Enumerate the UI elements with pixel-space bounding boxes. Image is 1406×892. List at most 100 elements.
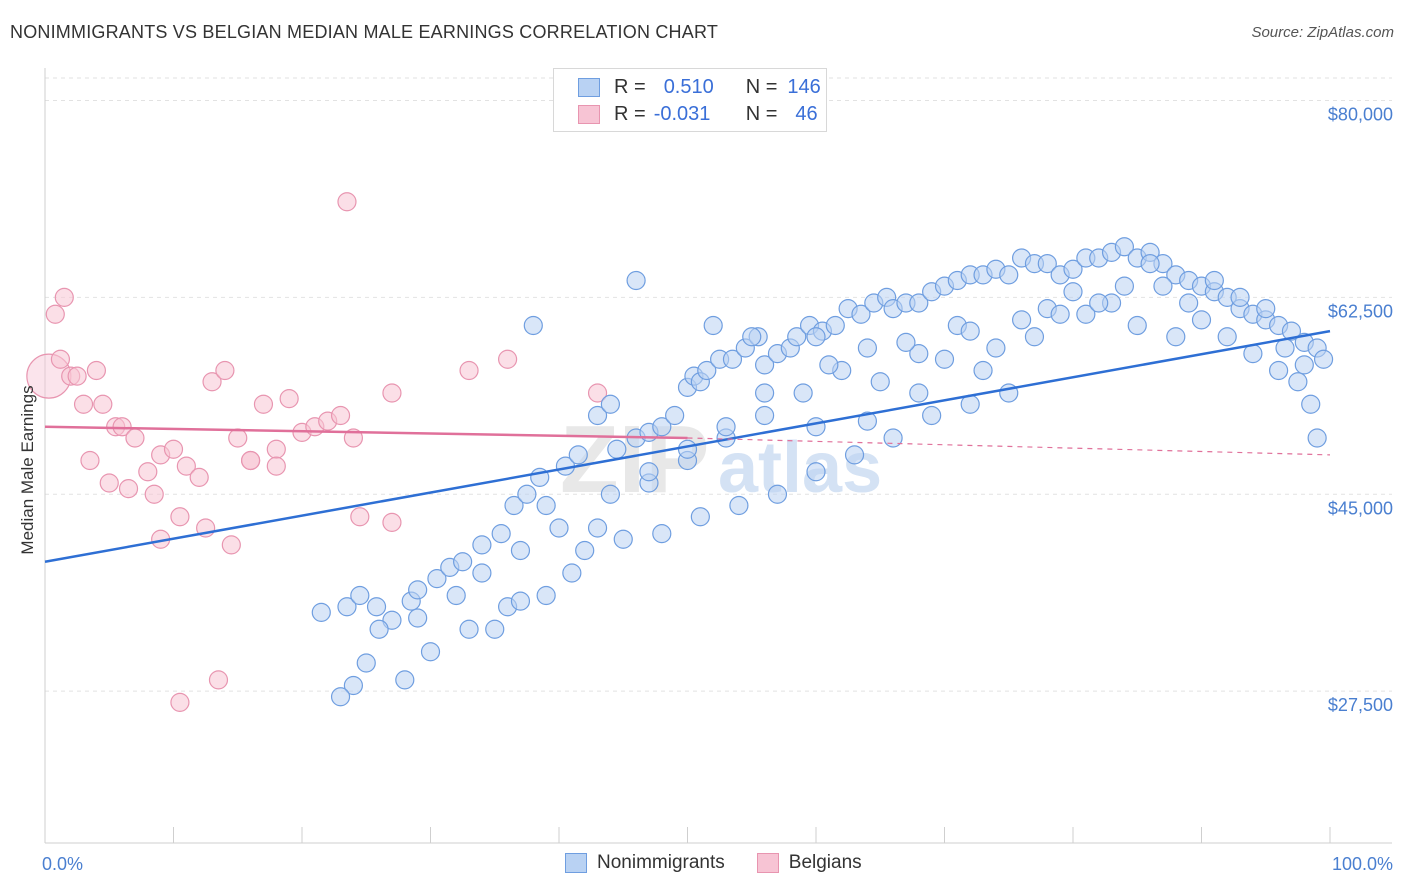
nonimmigrants-point: [1127, 315, 1147, 336]
nonimmigrants-point: [485, 619, 505, 639]
nonimmigrants-point: [613, 529, 633, 549]
nonimmigrants-point: [1268, 360, 1289, 381]
nonimmigrants-point: [652, 524, 672, 544]
belgians-point: [189, 467, 209, 487]
nonimmigrants-point: [453, 552, 473, 572]
belgians-point: [241, 450, 261, 471]
nonimmigrants-point: [883, 428, 903, 448]
legend-row-belgians: R = -0.031 N = 46: [578, 102, 818, 126]
nonimmigrants-point: [870, 372, 890, 392]
nonimmigrants-point: [1230, 287, 1250, 307]
source-label: Source: ZipAtlas.com: [1251, 24, 1394, 41]
y-tick-label: $27,500: [1328, 695, 1393, 715]
nonimmigrants-point: [510, 591, 531, 611]
belgians-point: [337, 192, 357, 212]
nonimmigrants-point: [350, 585, 370, 606]
legend-swatch-pink: [578, 104, 600, 124]
belgians-point: [163, 439, 184, 459]
nonimmigrants-point: [517, 484, 537, 504]
belgians-point: [80, 450, 100, 471]
nonimmigrants-point: [754, 355, 775, 375]
nonimmigrants-point: [311, 602, 331, 622]
nonimmigrants-point: [909, 383, 929, 403]
nonimmigrants-point: [446, 585, 466, 606]
legend-swatch-blue: [578, 77, 600, 97]
nonimmigrants-point: [607, 439, 627, 459]
nonimmigrants-point: [510, 540, 531, 561]
belgians-point: [93, 394, 113, 414]
nonimmigrants-point: [330, 687, 351, 707]
nonimmigrants-point: [1307, 428, 1327, 448]
tick-labels: $80,000 $62,500 $45,000 $27,500 0.0% 100.0%: [42, 105, 1393, 875]
nonimmigrants-point: [1037, 254, 1057, 274]
belgians-point: [144, 484, 164, 504]
nonimmigrants-point: [1301, 394, 1321, 414]
nonimmigrants-point: [626, 270, 646, 291]
nonimmigrants-point: [472, 563, 492, 583]
belgians-point: [279, 389, 299, 409]
belgians-point: [99, 473, 119, 493]
nonimmigrants-point: [703, 315, 723, 336]
belgians-points: [26, 192, 608, 712]
belgians-point: [118, 479, 139, 499]
belgians-point: [215, 360, 235, 381]
legend-swatch-pink: [756, 853, 779, 873]
nonimmigrants-point: [729, 495, 749, 516]
nonimmigrants-point: [408, 608, 428, 628]
nonimmigrants-point: [1140, 254, 1160, 274]
nonimmigrants-point: [1063, 259, 1083, 279]
nonimmigrants-point: [754, 383, 775, 403]
legend-n-value: 146: [787, 75, 821, 98]
nonimmigrants-point: [652, 417, 672, 437]
nonimmigrants-point: [1204, 270, 1224, 291]
belgians-point: [330, 405, 351, 426]
belgians-point: [170, 507, 190, 527]
legend-n-label: N =: [745, 102, 778, 125]
nonimmigrants-point: [472, 535, 492, 555]
legend-item-nonimmigrants: Nonimmigrants: [565, 852, 725, 874]
watermark-atlas: atlas: [718, 428, 882, 508]
belgians-point: [228, 428, 248, 448]
belgians-point: [176, 456, 196, 476]
belgians-point: [221, 535, 241, 555]
legend-label: Belgians: [788, 852, 862, 873]
y-tick-label: $45,000: [1328, 498, 1393, 518]
legend-r-label: R =: [614, 102, 646, 125]
nonimmigrants-point: [922, 405, 942, 426]
legend-r-label: R =: [614, 75, 646, 98]
belgians-point: [138, 462, 158, 482]
nonimmigrants-point: [408, 580, 428, 600]
nonimmigrants-point: [536, 495, 556, 516]
legend-r-value: 0.510: [663, 75, 714, 98]
belgians-point: [382, 512, 402, 532]
y-tick-label: $62,500: [1328, 301, 1393, 321]
nonimmigrants-point: [806, 327, 826, 347]
nonimmigrants-point: [697, 360, 717, 381]
nonimmigrants-point: [1179, 293, 1199, 313]
belgians-point: [343, 428, 363, 448]
nonimmigrants-point: [1256, 299, 1276, 319]
nonimmigrants-point: [1294, 355, 1314, 375]
nonimmigrants-point: [896, 332, 916, 352]
legend-n-label: N =: [745, 75, 778, 98]
nonimmigrants-point: [716, 417, 736, 437]
nonimmigrants-point: [369, 619, 389, 639]
nonimmigrants-point: [742, 327, 762, 347]
belgians-point: [170, 692, 190, 712]
nonimmigrants-point: [909, 344, 929, 364]
legend-row-nonimmigrants: R = 0.510 N = 146: [578, 75, 821, 99]
nonimmigrants-point: [1114, 276, 1135, 296]
nonimmigrants-point: [395, 670, 415, 690]
belgians-point: [253, 394, 274, 414]
nonimmigrants-point: [575, 540, 595, 561]
nonimmigrants-point: [793, 383, 813, 403]
nonimmigrants-point: [960, 321, 980, 341]
nonimmigrants-point: [1050, 304, 1070, 324]
nonimmigrants-point: [1275, 338, 1295, 358]
nonimmigrants-point: [1153, 276, 1173, 296]
belgians-point: [266, 456, 286, 476]
nonimmigrants-point: [549, 518, 569, 538]
nonimmigrants-point: [1114, 237, 1135, 257]
nonimmigrants-point: [504, 495, 524, 516]
